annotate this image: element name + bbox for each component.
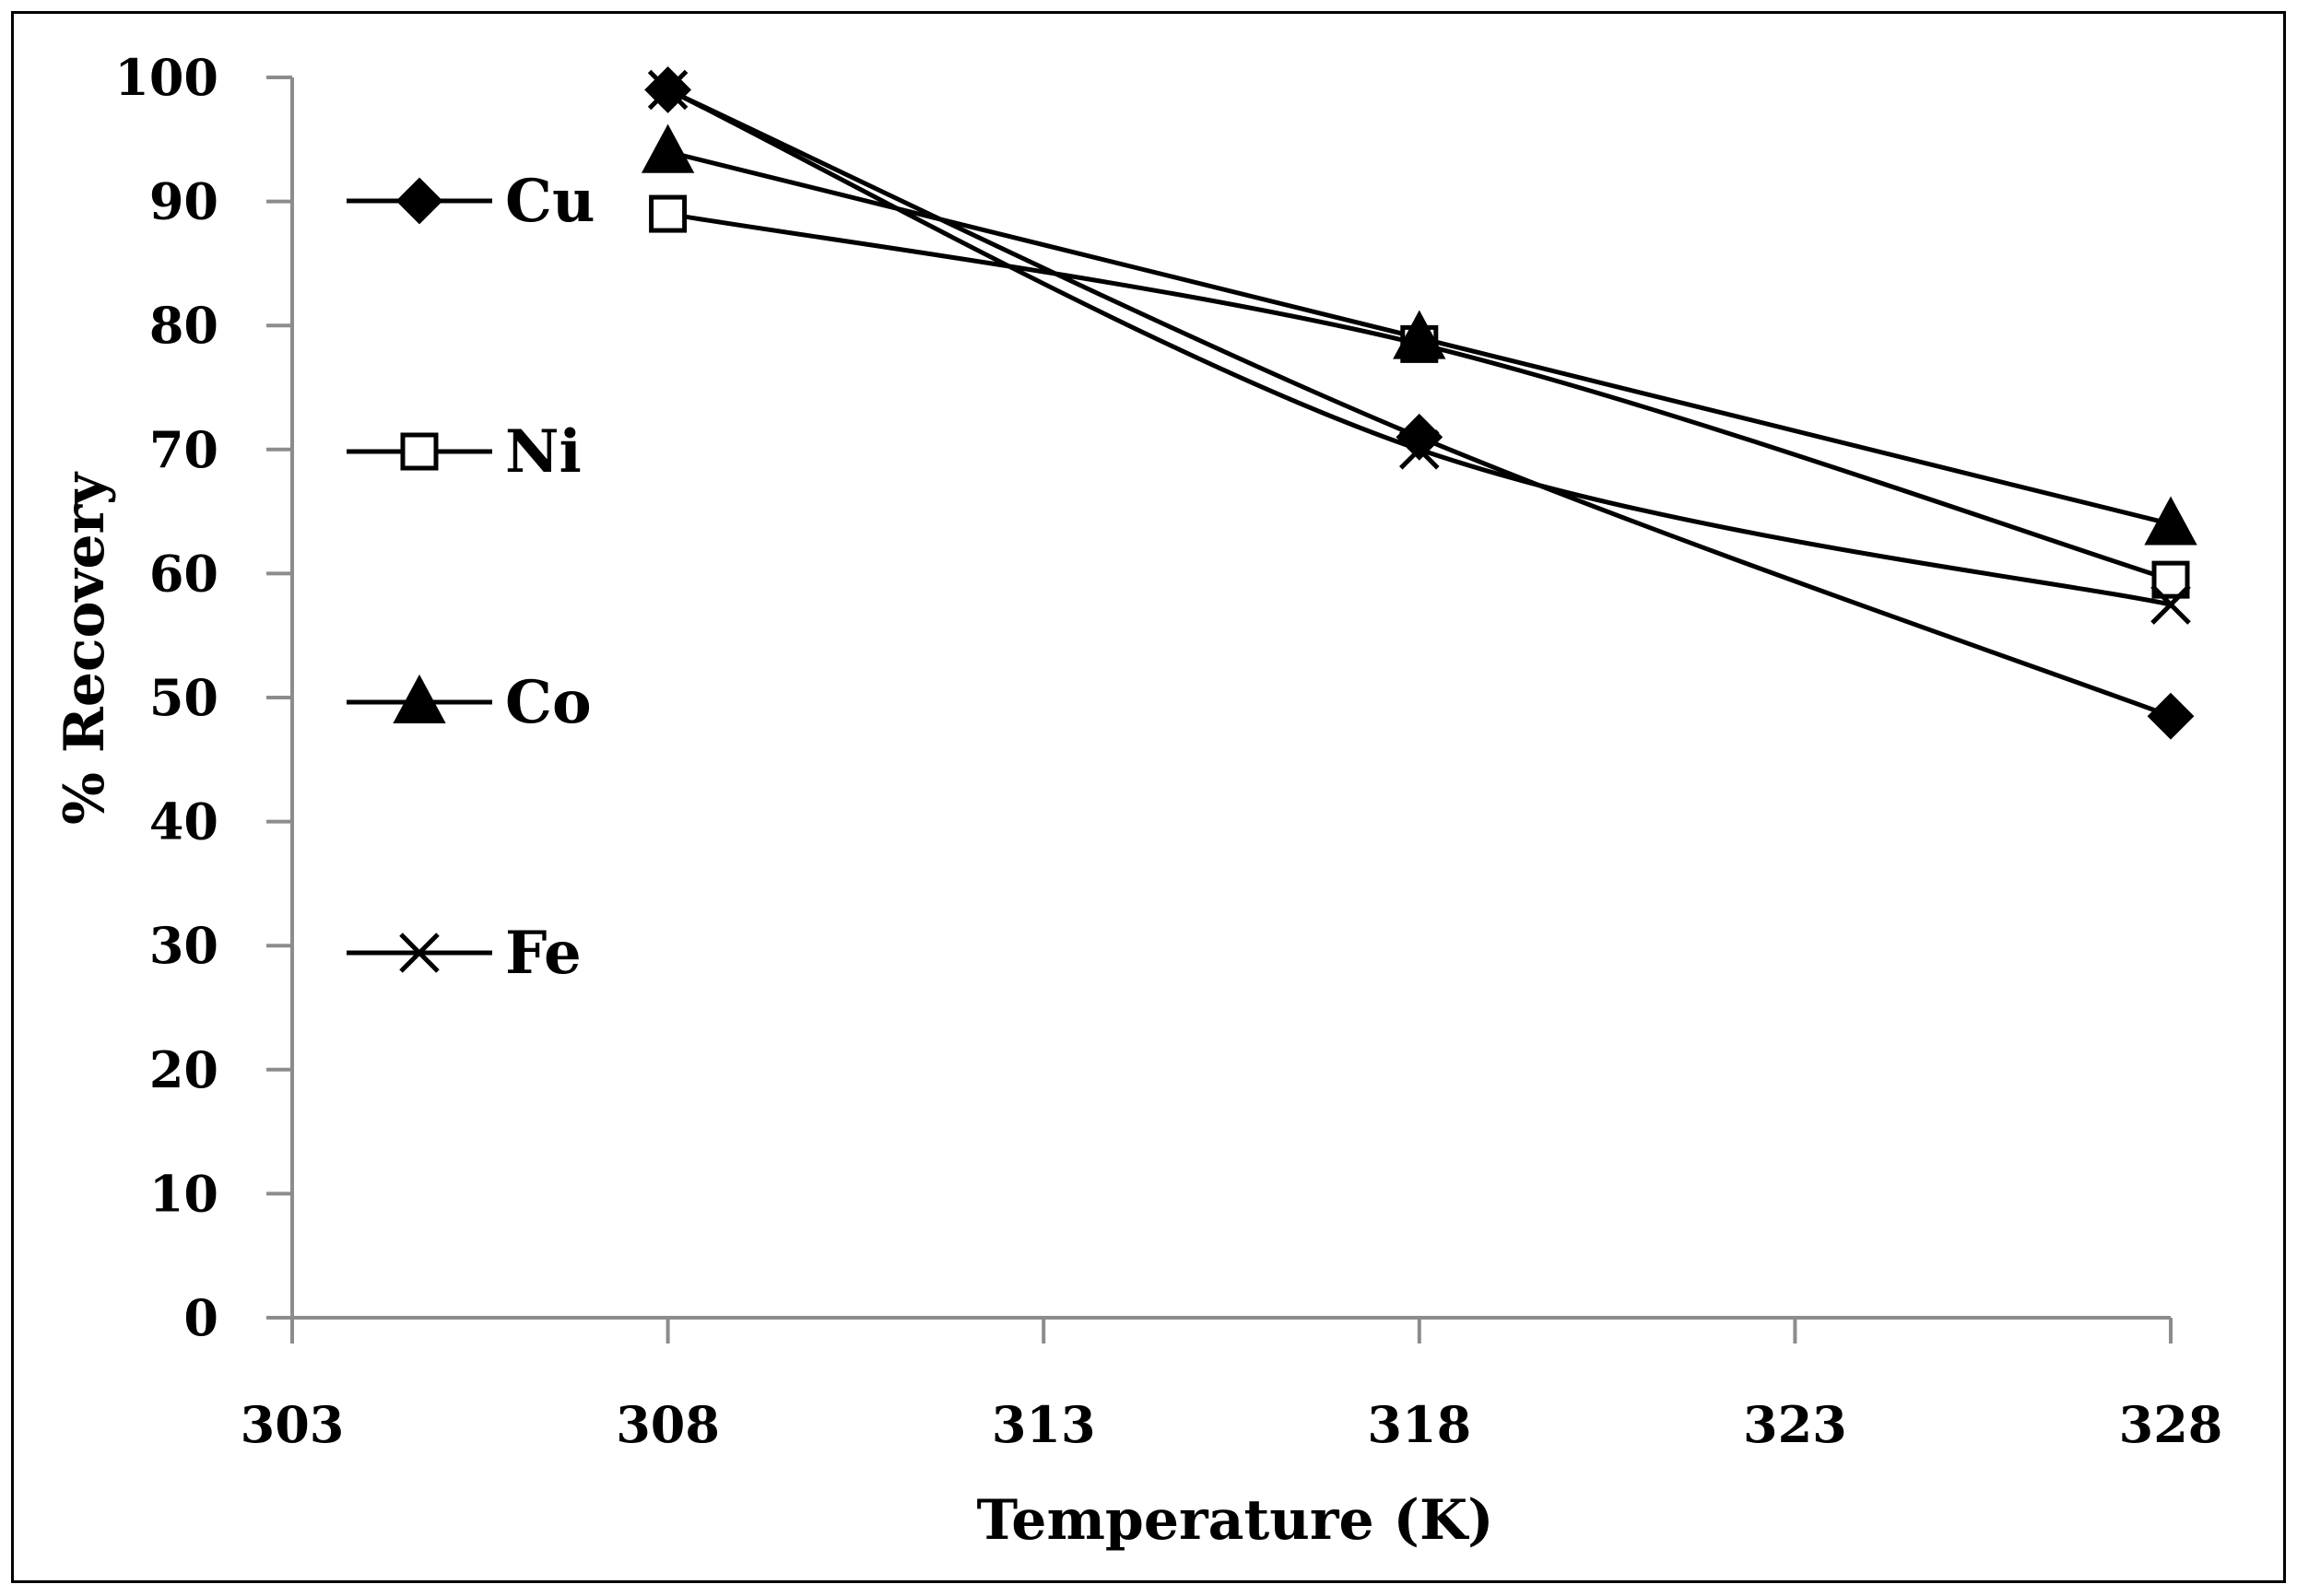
legend-marker-cu xyxy=(395,177,443,225)
x-marker-stroke xyxy=(647,69,689,111)
y-tick-label: 40 xyxy=(149,792,218,851)
x-marker-stroke xyxy=(399,933,440,973)
x-tick-label: 303 xyxy=(241,1395,345,1454)
data-point-cu xyxy=(1396,413,1443,461)
data-point-fe xyxy=(2150,584,2191,625)
x-tick-label: 318 xyxy=(1367,1395,1471,1454)
legend-marker-co xyxy=(393,674,446,723)
data-point-co xyxy=(641,123,695,173)
y-tick-label: 70 xyxy=(149,420,218,479)
data-point-fe xyxy=(1399,429,1440,470)
legend-marker-fe xyxy=(399,933,440,973)
x-marker-stroke xyxy=(2150,584,2191,625)
y-tick-label: 100 xyxy=(114,48,218,107)
legend-label-ni: Ni xyxy=(505,417,582,487)
y-tick-label: 0 xyxy=(183,1288,218,1347)
series-lines xyxy=(666,88,2172,719)
data-point-ni xyxy=(649,194,688,233)
y-tick-label: 50 xyxy=(149,668,218,727)
y-tick-label: 60 xyxy=(149,544,218,603)
y-tick-label: 90 xyxy=(149,172,218,231)
x-tick-label: 308 xyxy=(616,1395,720,1454)
axes: 0 10 20 30 40 50 60 70 80 90 100 303 308 313 318 323 328 xyxy=(114,48,2222,1454)
x-tick-label: 323 xyxy=(1743,1395,1847,1454)
legend-label-cu: Cu xyxy=(505,167,595,236)
y-tick-label: 80 xyxy=(149,296,218,355)
y-axis-title: % Recovery xyxy=(53,471,117,825)
data-point-cu xyxy=(2147,692,2195,740)
x-marker-stroke xyxy=(1399,429,1440,470)
series-line-cu xyxy=(666,88,2172,719)
data-point-fe xyxy=(647,69,689,111)
x-axis-title: Temperature (K) xyxy=(977,1488,1494,1553)
series-line-ni xyxy=(667,211,2172,582)
y-tick-label: 30 xyxy=(149,916,218,975)
data-point-co xyxy=(2144,496,2197,546)
x-tick-label: 328 xyxy=(2119,1395,2223,1454)
legend-label-fe: Fe xyxy=(505,919,582,988)
series-markers xyxy=(641,66,2197,740)
legend-marker-ni xyxy=(400,432,439,471)
x-tick-label: 313 xyxy=(992,1395,1096,1454)
y-tick-label: 10 xyxy=(149,1164,218,1223)
legend: Cu Ni Co Fe xyxy=(347,167,595,988)
legend-label-co: Co xyxy=(505,668,592,737)
y-tick-label: 20 xyxy=(149,1040,218,1099)
data-point-co xyxy=(1393,310,1446,359)
